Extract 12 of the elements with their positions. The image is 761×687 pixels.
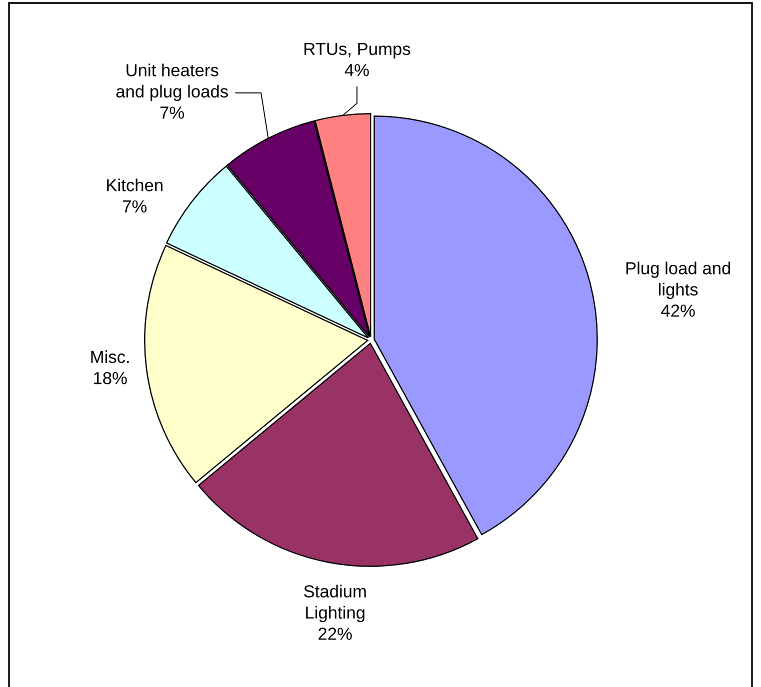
slice-label: Plug load and lights bbox=[626, 262, 730, 300]
slice-label: Kitchen bbox=[107, 178, 162, 192]
data-label: 42% bbox=[661, 304, 695, 317]
data-label: 7% bbox=[122, 200, 147, 212]
data-label: 4% bbox=[344, 64, 369, 76]
slice-label: Unit heaters and plug loads bbox=[116, 64, 228, 102]
data-label: 18% bbox=[94, 372, 127, 384]
slice-label: Misc. bbox=[91, 350, 129, 364]
slice-label: Stadium Lighting bbox=[304, 584, 366, 622]
slice-label: RTUs, Pumps bbox=[304, 42, 410, 59]
data-label: 7% bbox=[160, 106, 184, 119]
data-label: 22% bbox=[318, 628, 352, 640]
